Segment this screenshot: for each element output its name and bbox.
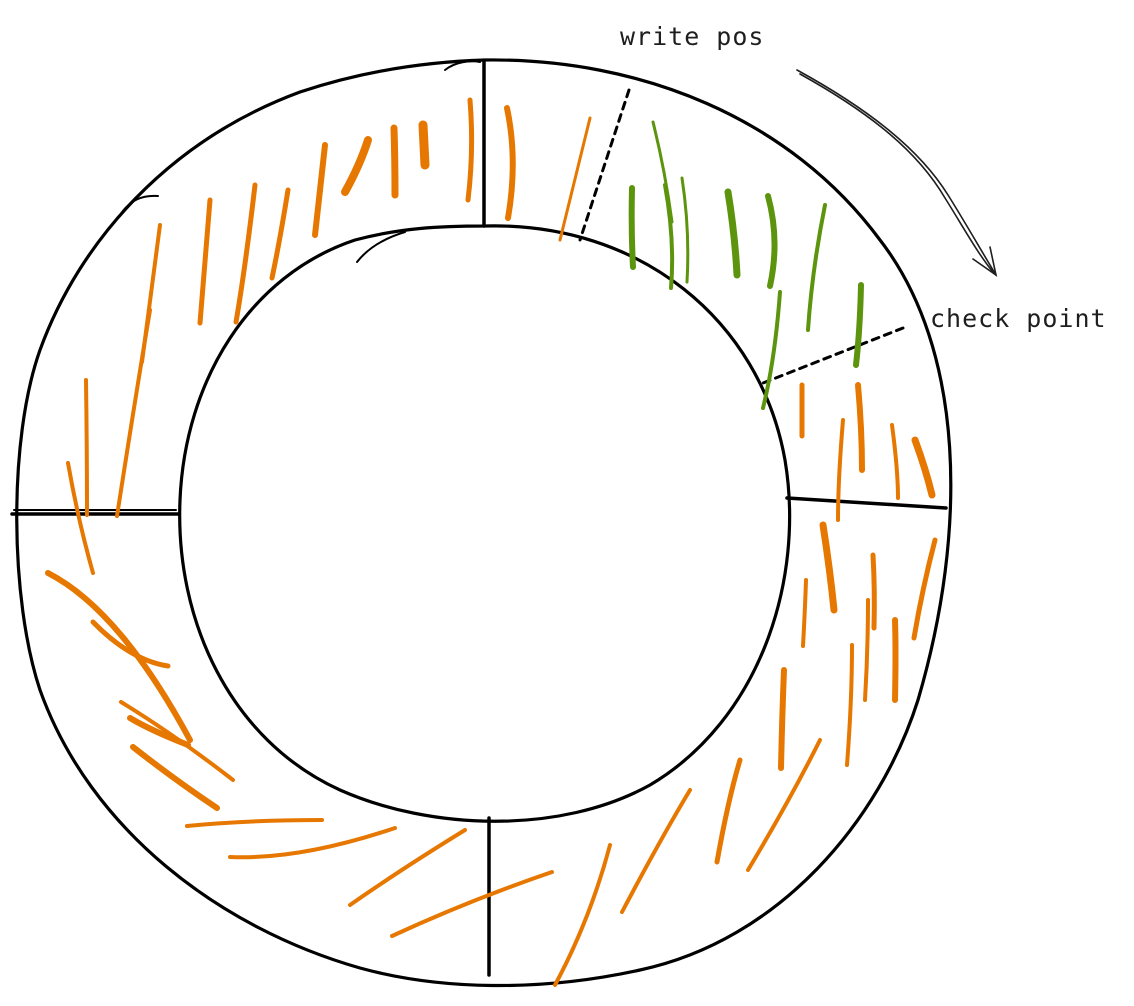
- outer-ring-sketch-b: [444, 60, 481, 71]
- written-stroke-12: [504, 105, 516, 221]
- written-stroke-21: [911, 537, 938, 641]
- written-stroke-6: [269, 187, 291, 281]
- inner-ring-outline: [178, 224, 792, 823]
- written-stroke-34: [185, 818, 324, 828]
- free-stroke-9: [651, 120, 674, 224]
- free-stroke-4: [724, 188, 741, 279]
- free-stroke-6: [806, 203, 827, 332]
- written-stroke-30: [553, 843, 612, 987]
- write-pos-marker-line: [578, 88, 631, 242]
- outer-ring-sketch-a: [119, 194, 159, 216]
- written-stroke-3: [390, 124, 399, 199]
- written-stroke-7: [233, 182, 258, 325]
- ring: [15, 58, 953, 988]
- check-point-label: check point: [930, 304, 1107, 333]
- outer-ring-outline: [15, 58, 953, 988]
- written-stroke-10: [140, 223, 162, 364]
- written-stroke-11: [84, 378, 89, 517]
- written-stroke-39: [45, 570, 193, 743]
- written-stroke-13: [558, 116, 592, 242]
- free-stroke-7: [853, 282, 864, 368]
- written-stroke-1: [465, 97, 475, 203]
- written-stroke-26: [778, 667, 787, 771]
- written-stroke-38: [90, 619, 171, 669]
- written-stroke-31: [390, 870, 554, 938]
- free-stroke-3: [680, 176, 690, 284]
- written-stroke-4: [341, 136, 372, 196]
- written-stroke-8: [197, 197, 213, 326]
- written-stroke-23: [892, 617, 899, 703]
- written-stroke-18: [911, 436, 936, 499]
- written-stroke-5: [312, 142, 328, 238]
- free-stroke-1: [628, 185, 636, 270]
- free-space-strokes: [628, 120, 864, 410]
- free-stroke-8: [761, 290, 782, 410]
- written-stroke-17: [890, 423, 900, 500]
- written-stroke-2: [418, 120, 430, 170]
- written-stroke-20: [870, 552, 877, 631]
- written-stroke-15: [836, 418, 845, 522]
- written-stroke-35: [130, 744, 220, 811]
- written-stroke-27: [714, 757, 743, 865]
- free-stroke-5: [765, 193, 778, 289]
- written-stroke-33: [228, 826, 397, 860]
- written-stroke-22: [801, 578, 808, 648]
- segment-dividers: [10, 60, 948, 977]
- check-point-marker-line: [761, 326, 905, 385]
- written-data-strokes: [45, 97, 938, 987]
- divider-right: [785, 496, 948, 510]
- written-stroke-40: [66, 461, 95, 575]
- written-stroke-16: [855, 382, 865, 473]
- written-stroke-37: [127, 715, 191, 748]
- written-stroke-24: [863, 598, 870, 702]
- written-stroke-28: [746, 738, 822, 872]
- inner-ring-sketch: [356, 231, 406, 263]
- write-pos-label: write pos: [620, 22, 764, 51]
- direction-arrow: [796, 69, 998, 277]
- written-stroke-19: [819, 521, 838, 614]
- written-stroke-25: [845, 643, 854, 767]
- written-stroke-29: [620, 788, 692, 914]
- written-stroke-32: [348, 828, 467, 907]
